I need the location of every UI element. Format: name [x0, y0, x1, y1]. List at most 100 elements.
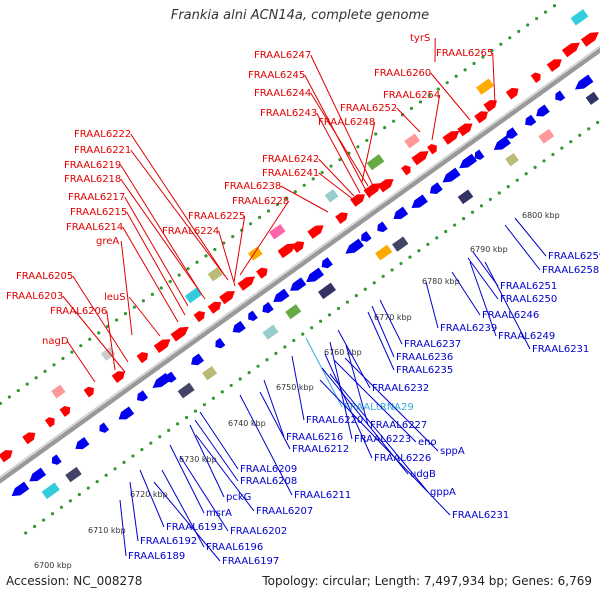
- reverse-gene-arrow[interactable]: [99, 422, 110, 433]
- gene-label-top[interactable]: tyrS: [410, 33, 430, 44]
- forward-gene-arrow[interactable]: [277, 243, 296, 259]
- gene-label-top[interactable]: FRAAL6238: [224, 181, 281, 192]
- gene-label-top[interactable]: FRAAL6260: [374, 68, 431, 79]
- reverse-gene-arrow[interactable]: [51, 454, 62, 465]
- reverse-gene-arrow[interactable]: [474, 149, 485, 160]
- gene-label-bottom[interactable]: FRAAL6231: [532, 344, 589, 355]
- reverse-gene-arrow[interactable]: [215, 337, 226, 349]
- feature-box[interactable]: [375, 244, 393, 261]
- gene-label-bottom[interactable]: FRAAL6237: [404, 339, 461, 350]
- forward-gene-arrow[interactable]: [546, 59, 562, 72]
- reverse-gene-arrow[interactable]: [411, 194, 428, 208]
- gene-label-bottom[interactable]: FRAAL6232: [372, 383, 429, 394]
- forward-gene-arrow[interactable]: [442, 130, 460, 145]
- gene-label-bottom[interactable]: FRAAL6251: [500, 281, 557, 292]
- feature-box[interactable]: [269, 224, 286, 240]
- gene-label-bottom[interactable]: FRAAL6192: [140, 536, 197, 547]
- gene-label-bottom[interactable]: sppA: [440, 446, 465, 457]
- gene-label-bottom[interactable]: FRAAL6246: [482, 310, 539, 321]
- gene-label-bottom[interactable]: gppA: [430, 487, 456, 498]
- gene-label-bottom[interactable]: FRAAL6258: [542, 265, 599, 276]
- reverse-gene-arrow[interactable]: [459, 153, 478, 169]
- gene-label-bottom[interactable]: FRAAL6220: [306, 415, 363, 426]
- gene-label-bottom[interactable]: FRAAL6235: [396, 365, 453, 376]
- gene-label-bottom[interactable]: FRAAL6197: [222, 556, 279, 567]
- gene-label-top[interactable]: FRAAL6252: [340, 103, 397, 114]
- reverse-gene-arrow[interactable]: [429, 182, 443, 194]
- forward-gene-arrow[interactable]: [153, 339, 171, 353]
- gene-label-bottom[interactable]: FRAAL6211: [294, 490, 351, 501]
- gene-label-top[interactable]: FRAAL6243: [260, 108, 317, 119]
- gene-label-bottom[interactable]: eno: [418, 437, 437, 448]
- forward-gene-arrow[interactable]: [0, 450, 13, 463]
- forward-gene-arrow[interactable]: [307, 225, 324, 239]
- feature-box[interactable]: [392, 236, 409, 252]
- feature-box[interactable]: [285, 304, 302, 320]
- gene-label-top[interactable]: FRAAL6214: [66, 222, 123, 233]
- gene-label-top[interactable]: FRAAL6228: [232, 196, 289, 207]
- gene-label-bottom[interactable]: FRAAL6236: [396, 352, 453, 363]
- gene-label-bottom[interactable]: FRAAL6193: [166, 522, 223, 533]
- reverse-gene-arrow[interactable]: [75, 437, 90, 450]
- feature-box[interactable]: [65, 466, 82, 483]
- gene-label-bottom[interactable]: FRAAL6227: [370, 420, 427, 431]
- reverse-gene-arrow[interactable]: [574, 74, 594, 90]
- forward-gene-arrow[interactable]: [44, 417, 55, 428]
- forward-gene-arrow[interactable]: [457, 123, 473, 137]
- reverse-gene-arrow[interactable]: [345, 238, 364, 254]
- forward-gene-arrow[interactable]: [505, 87, 519, 100]
- gene-label-top[interactable]: FRAAL6254: [383, 90, 440, 101]
- gene-label-top[interactable]: FRAAL6241: [262, 168, 319, 179]
- gene-label-bottom[interactable]: FRAAL6212: [292, 444, 349, 455]
- reverse-gene-arrow[interactable]: [273, 288, 290, 303]
- feature-box[interactable]: [202, 366, 218, 381]
- feature-box[interactable]: [324, 189, 339, 203]
- gene-label-bottom[interactable]: FRAAL6231: [452, 510, 509, 521]
- gene-label-bottom[interactable]: udgB: [410, 469, 436, 480]
- reverse-gene-arrow[interactable]: [118, 406, 135, 420]
- gene-label-bottom[interactable]: pckG: [226, 492, 251, 503]
- feature-box[interactable]: [404, 133, 421, 149]
- forward-gene-arrow[interactable]: [170, 326, 189, 342]
- feature-box[interactable]: [318, 282, 337, 300]
- gene-label-bottom[interactable]: FRAAL6259: [548, 251, 600, 262]
- forward-gene-arrow[interactable]: [561, 42, 580, 58]
- gene-label-bottom[interactable]: FRAAL6226: [374, 453, 431, 464]
- forward-gene-arrow[interactable]: [335, 212, 348, 224]
- gene-label-top[interactable]: FRAAL6242: [262, 154, 319, 165]
- gene-label-bottom[interactable]: FRAAL6196: [206, 542, 263, 553]
- feature-box[interactable]: [247, 246, 263, 261]
- reverse-gene-arrow[interactable]: [360, 231, 372, 242]
- forward-gene-arrow[interactable]: [350, 194, 366, 207]
- gene-label-top[interactable]: FRAAL6224: [162, 226, 219, 237]
- gene-label-top[interactable]: FRAAL6225: [188, 211, 245, 222]
- gene-label-bottom[interactable]: FRAAL6216: [286, 432, 343, 443]
- forward-gene-arrow[interactable]: [427, 144, 437, 155]
- gene-label-bottom[interactable]: FRAAL6223: [354, 434, 411, 445]
- gene-label-top[interactable]: FRAAL6265: [436, 48, 493, 59]
- feature-box[interactable]: [585, 91, 600, 105]
- forward-gene-arrow[interactable]: [377, 179, 394, 193]
- reverse-gene-arrow[interactable]: [165, 371, 177, 383]
- reverse-gene-arrow[interactable]: [191, 353, 205, 366]
- reverse-gene-arrow[interactable]: [29, 467, 47, 482]
- reverse-gene-arrow[interactable]: [377, 221, 388, 233]
- forward-gene-arrow[interactable]: [237, 276, 255, 291]
- gene-label-top[interactable]: FRAAL6248: [318, 117, 375, 128]
- gene-label-top[interactable]: leuS: [104, 292, 126, 303]
- feature-box[interactable]: [41, 482, 60, 500]
- gene-label-top[interactable]: FRAAL6215: [70, 207, 127, 218]
- feature-box[interactable]: [538, 128, 555, 144]
- gene-label-bottom[interactable]: FRAALtRNA29: [344, 402, 414, 413]
- feature-box[interactable]: [207, 267, 223, 282]
- gene-label-top[interactable]: FRAAL6218: [64, 174, 121, 185]
- reverse-gene-arrow[interactable]: [525, 114, 537, 126]
- reverse-gene-arrow[interactable]: [321, 257, 333, 269]
- reverse-gene-arrow[interactable]: [505, 127, 518, 139]
- gene-label-top[interactable]: FRAAL6205: [16, 271, 73, 282]
- reverse-gene-arrow[interactable]: [493, 135, 511, 151]
- forward-gene-arrow[interactable]: [530, 72, 541, 83]
- gene-label-top[interactable]: greA: [96, 236, 119, 247]
- reverse-gene-arrow[interactable]: [262, 302, 274, 314]
- gene-label-bottom[interactable]: FRAAL6208: [240, 476, 297, 487]
